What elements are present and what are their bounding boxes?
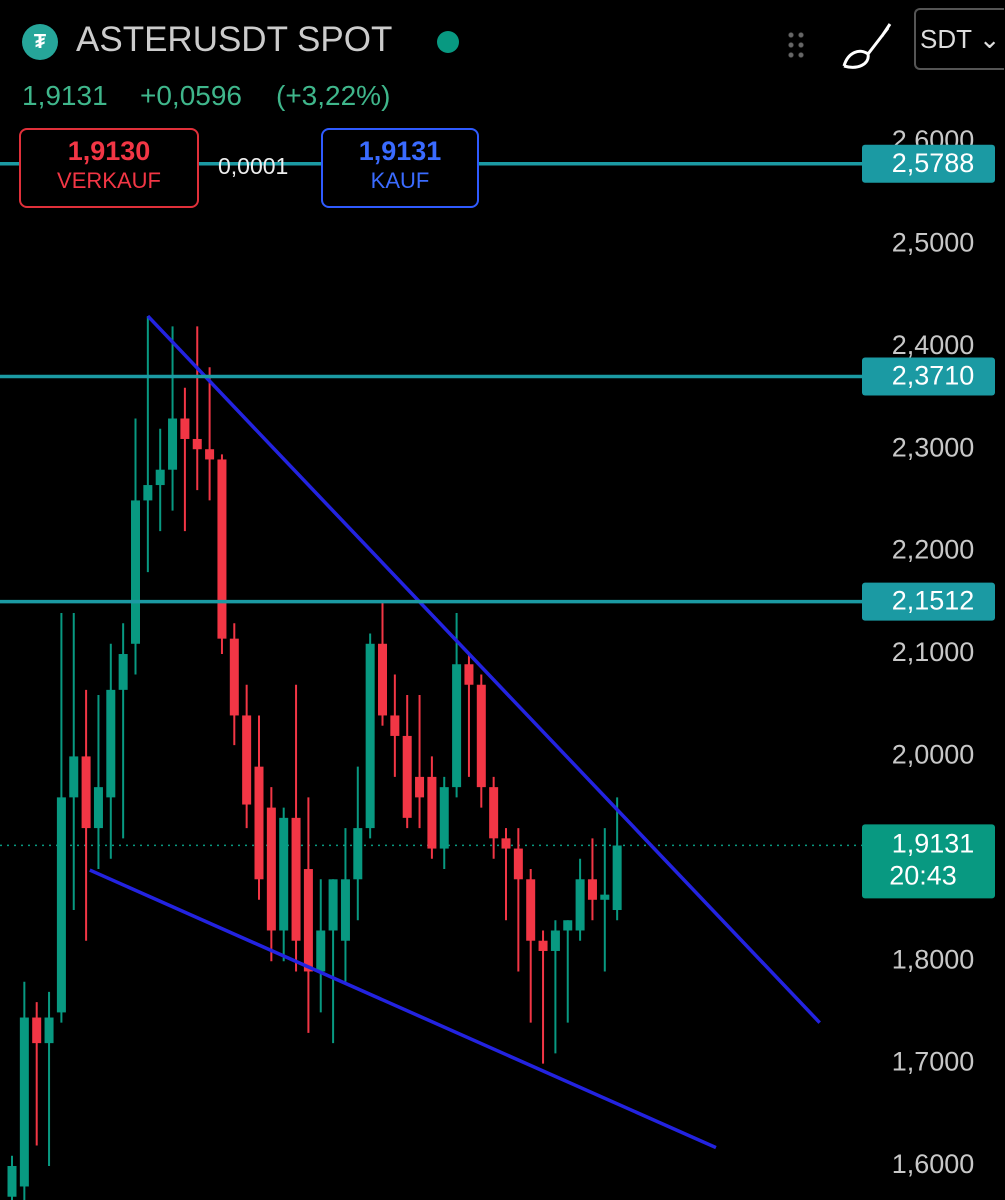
candle-body [81,756,91,829]
price-level-label: 2,3710 [892,361,975,391]
y-tick-label: 1,6000 [892,1149,975,1179]
candle-body [427,776,437,849]
price-change-percent: (+3,22%) [276,80,391,111]
drag-handle[interactable] [786,30,806,60]
current-price-label: 1,9131 [892,829,975,859]
candle-body [180,418,190,439]
candle-body [550,930,560,951]
candle-body [365,643,375,829]
candle-body [229,638,239,716]
symbol-icon[interactable]: ₮ [22,24,58,60]
candle-body [340,879,350,941]
candle-body [526,879,536,941]
spread: 0,0001 [218,153,289,179]
y-tick-label: 2,0000 [892,740,975,770]
candle-body [328,879,338,931]
currency-text: SDT [920,24,972,54]
candle-body [587,879,597,900]
candle-body [143,485,153,501]
candle-body [303,869,313,972]
candle-body [353,828,363,880]
candle-body [106,689,116,798]
last-price: 1,9131 [22,80,108,111]
candle-body [575,879,585,931]
candle-body [378,643,387,716]
candle-body [118,654,128,690]
candle-body [612,845,622,911]
candle-body [192,438,202,450]
candle-body [476,684,486,788]
candle-body [439,787,449,849]
symbol-title[interactable]: ASTERUSDT SPOT [76,20,393,59]
candle-body [563,920,573,931]
price-level-tag [862,357,995,396]
candle-body [402,735,412,818]
buy-price: 1,9131 [358,136,442,166]
brush-glyph [842,23,892,69]
sell-label: VERKAUF [57,168,161,193]
price-level-tag [862,582,995,621]
y-tick-label: 2,4000 [892,330,975,360]
candle-body [7,1166,17,1197]
candle-body [279,817,289,931]
candle-body [538,940,548,951]
sell-button[interactable]: 1,9130 VERKAUF [19,128,199,208]
candle-body [600,894,610,900]
candle-body [464,664,474,685]
candle-body [390,715,400,736]
y-tick-label: 2,1000 [892,637,975,667]
candle-body [56,797,66,1013]
price-change: +0,0596 [140,80,242,111]
y-tick-label: 2,2000 [892,535,975,565]
candle-body [69,756,79,798]
y-tick-label: 1,7000 [892,1047,975,1077]
y-tick-label: 2,3000 [892,432,975,462]
sell-price: 1,9130 [67,136,151,166]
candle-body [93,787,103,829]
candle-body [489,787,499,839]
countdown-label: 20:43 [889,861,957,891]
price-level-label: 2,1512 [892,586,975,616]
candle-body [32,1017,42,1044]
candle-body [205,449,215,460]
price-level-tag [862,144,995,183]
y-tick-label: 2,5000 [892,228,975,258]
status-dot [437,31,459,53]
candle-body [254,766,264,880]
current-price-tag [862,824,995,899]
buy-button[interactable]: 1,9131 KAUF [321,128,479,208]
candle-body [501,838,511,849]
candle-body [19,1017,29,1187]
brush-icon[interactable] [838,18,898,78]
trendline [146,314,821,1024]
candle-body [415,776,425,798]
y-tick-label: 1,8000 [892,944,975,974]
candle-body [242,715,252,805]
candle-body [131,500,140,644]
currency-selector[interactable]: SDT ⌄ [914,8,1004,70]
price-level-label: 2,5788 [892,148,975,178]
candle-body [217,459,227,639]
buy-label: KAUF [370,168,430,193]
candle-body [316,930,326,972]
candle-body [266,807,276,931]
candle-body [155,469,165,486]
trendline [89,868,717,1150]
candle-body [168,418,178,470]
candle-body [291,817,301,941]
candle-body [44,1017,54,1044]
candle-body [513,848,523,880]
candle-body [452,664,462,788]
